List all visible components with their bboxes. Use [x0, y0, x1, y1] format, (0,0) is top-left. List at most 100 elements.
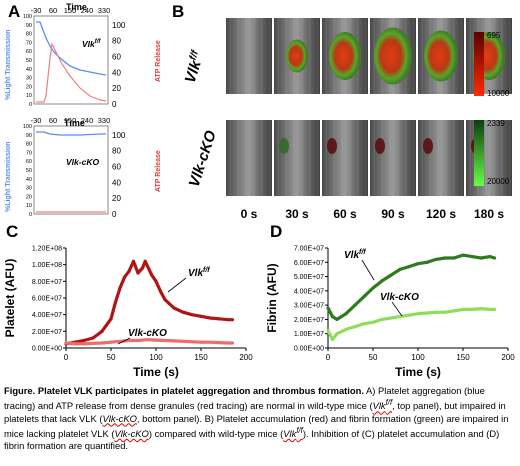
data-point [118, 339, 122, 343]
data-point [172, 306, 176, 310]
panel-a-x-tick: -30 [31, 116, 42, 125]
panel-a-x-tick: 240 [81, 6, 94, 15]
panel-b-thrombus [424, 30, 458, 82]
y-tick-label: 1.20E+08 [32, 246, 62, 253]
data-point [181, 339, 185, 343]
data-point [330, 337, 335, 342]
series-label: Vlkf/f [344, 249, 366, 261]
panel-a-top: Time -30 60 150 240 330 0 10 20 30 40 50 60 70 80 90 1… [23, 2, 126, 109]
caption-vlk-1: Vlkf/f [372, 398, 393, 412]
panel-b-small-deposit [327, 138, 337, 154]
data-point [158, 289, 163, 293]
panel-b-small-deposit [375, 138, 385, 154]
panel-a-right-tick: 20 [112, 84, 121, 93]
panel-a-x-tick: 150 [64, 116, 77, 125]
panel-b-small-deposit [279, 138, 289, 154]
panel-label-d: D [270, 222, 283, 241]
panel-b-time-label: 180 s [474, 207, 504, 221]
panel-b-small-deposit [423, 138, 433, 154]
y-tick-label: 2.00E+07 [32, 329, 62, 336]
data-point [149, 273, 154, 277]
data-point [330, 314, 335, 319]
data-point [362, 294, 366, 299]
caption-text-5: ). Inhibition of (C) platelet accumulati… [4, 427, 500, 452]
caption-cko-2: Vlk-cKO [114, 427, 149, 439]
data-point [371, 286, 375, 290]
panel-a-bottom-title: Vlk-cKO [66, 157, 99, 167]
data-point [230, 318, 235, 322]
series-label-leader [391, 301, 403, 317]
x-tick-label: 150 [194, 353, 208, 362]
panel-b-time-label: 0 s [241, 207, 258, 221]
data-point [353, 324, 357, 329]
panel-a-right-tick: 40 [112, 178, 121, 187]
panel-b-red-scale-top: 695 [487, 31, 501, 40]
data-point [434, 257, 438, 262]
data-point [335, 317, 339, 322]
data-point [416, 262, 420, 266]
panel-a-left-tick: 70 [26, 40, 32, 46]
data-point [461, 307, 465, 312]
panel-b-thrombus [329, 32, 361, 80]
panel-b-thrombus [374, 27, 412, 85]
data-point [136, 271, 140, 275]
data-point [488, 307, 492, 312]
data-point [109, 317, 113, 321]
x-tick-label: 50 [107, 353, 116, 362]
caption-cko-1: Vlk-cKO [102, 412, 137, 424]
y-tick-label: 5.00E+07 [294, 274, 324, 281]
data-point [113, 300, 118, 304]
panel-a-bottom-x-ticks: -30 60 150 240 330 [31, 116, 111, 125]
caption-text-2: , top panel), but impaired in platelets … [4, 400, 506, 424]
panel-a-x-tick: 240 [81, 116, 94, 125]
data-point [91, 341, 95, 346]
panel-a-right-tick: 100 [112, 131, 126, 140]
panel-label-a: A [8, 2, 21, 21]
series-label-leader [117, 337, 131, 345]
data-point [492, 307, 497, 312]
panel-a-bottom-left-ticks: 0 10 20 30 40 50 60 70 80 90 100 [23, 124, 32, 218]
data-point [140, 266, 145, 270]
panel-b-frame-bottom [466, 120, 512, 196]
panel-a-left-tick: 80 [26, 142, 32, 148]
data-point [407, 313, 411, 317]
y-tick-label: 2.00E+07 [294, 317, 324, 324]
panel-a-top-right-axis-label: ATP Release [155, 40, 162, 82]
y-tick-label: 8.00E+07 [32, 279, 62, 286]
data-point [434, 310, 438, 314]
x-axis-label: Time (s) [395, 365, 441, 379]
panel-a-left-tick: 60 [26, 159, 32, 165]
data-point [362, 322, 366, 326]
panel-a-left-tick: 100 [23, 124, 32, 130]
series-line [65, 338, 233, 346]
x-tick-label: 200 [239, 353, 253, 362]
panel-a-right-tick: 0 [112, 210, 117, 219]
panel-a-right-tick: 80 [112, 37, 121, 46]
panel-a-left-tick: 60 [26, 49, 32, 55]
panel-a-left-tick: 0 [29, 102, 32, 108]
y-axis-label: Platelet (AFU) [3, 259, 17, 338]
data-point [479, 307, 483, 311]
panel-label-b: B [172, 2, 185, 21]
panel-b-frame-bottom [322, 120, 368, 196]
panel-a-aggregation: Time -30 60 150 240 330 0 10 20 30 40 50 60 70 80 90 1… [5, 2, 162, 219]
data-point [181, 310, 185, 314]
panel-b-thrombus [286, 39, 308, 73]
x-tick-label: 100 [411, 353, 425, 362]
panel-b-time-label: 30 s [285, 207, 309, 221]
data-point [371, 320, 375, 324]
data-point [470, 254, 474, 259]
data-point [122, 275, 127, 279]
data-point [380, 317, 384, 322]
panel-a-left-tick: 40 [26, 177, 32, 183]
data-point [109, 340, 113, 344]
data-point [131, 259, 136, 263]
x-tick-label: 200 [501, 353, 515, 362]
y-tick-label: 6.00E+07 [32, 296, 62, 303]
caption-text-3: , bottom panel). B) Platelet accumulatio… [4, 412, 509, 439]
panel-a-bottom: Time -30 60 150 240 330 0 10 20 30 40 50 60 70 80 90 1… [23, 116, 126, 219]
data-point [190, 313, 194, 317]
panel-a-x-tick: 150 [64, 6, 77, 15]
panel-a-left-tick: 80 [26, 32, 32, 38]
panel-b-time-labels: 0 s 30 s 60 s 90 s 120 s 180 s [241, 207, 505, 221]
